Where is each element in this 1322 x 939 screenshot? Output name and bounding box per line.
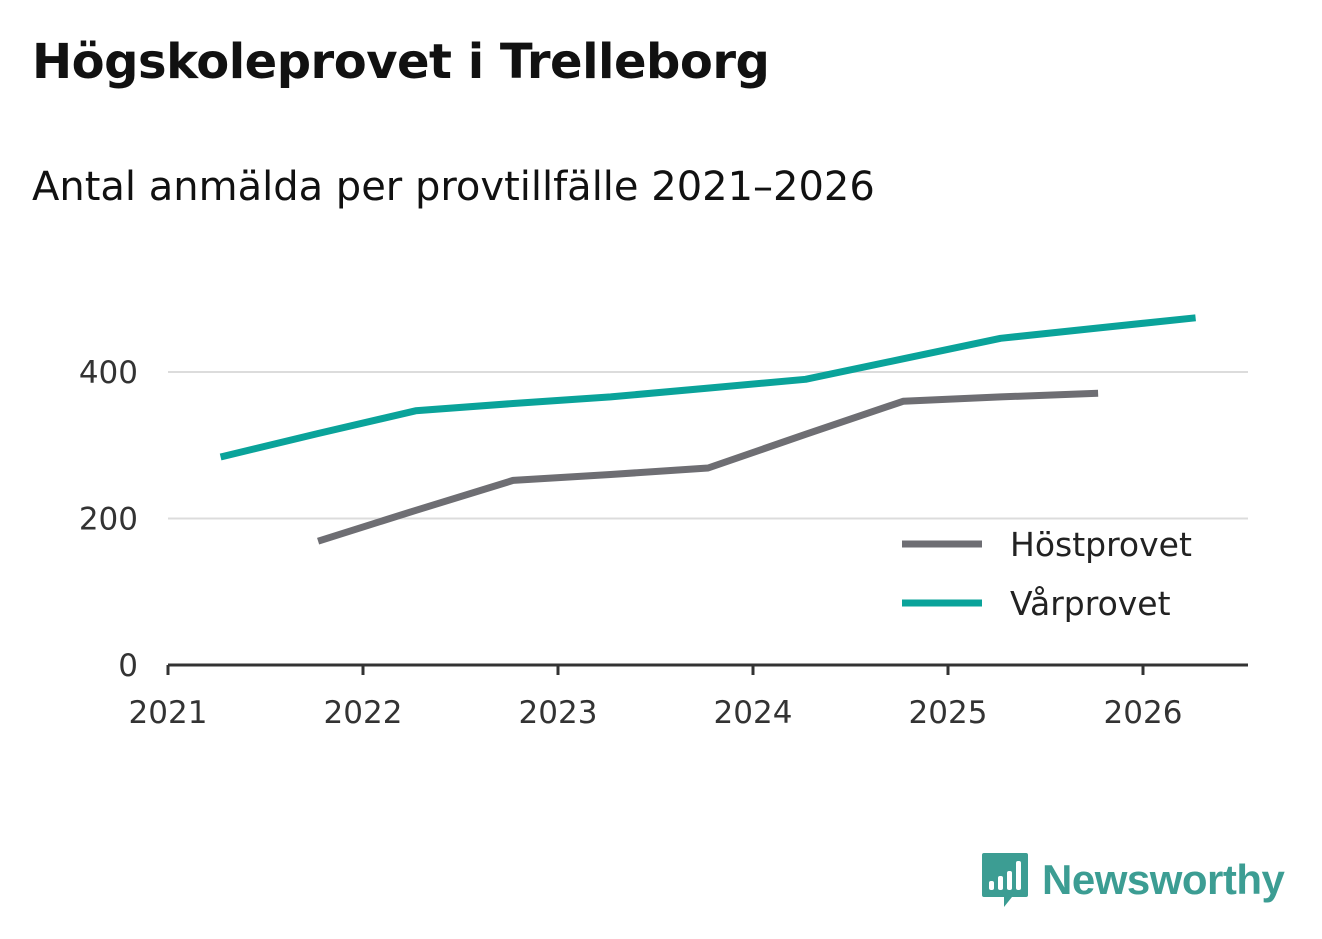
y-tick-label-200: 200 [79, 502, 138, 538]
x-tick-label-2026: 2026 [1104, 695, 1183, 731]
legend: Höstprovet Vårprovet [888, 520, 1220, 636]
legend-label-hostprovet: Höstprovet [1010, 525, 1192, 564]
series-line-h-stprovet [317, 389, 1099, 545]
legend-label-varprovet: Vårprovet [1010, 584, 1171, 623]
x-tick-label-2024: 2024 [714, 695, 793, 731]
series-line-v-rprovet [219, 314, 1196, 461]
y-tick-label-400: 400 [79, 355, 138, 391]
legend-background [888, 520, 1220, 636]
x-axis: 2021 2022 2023 2024 2025 2026 [129, 663, 1248, 731]
y-axis-labels: 0 200 400 [79, 355, 138, 684]
x-tick-label-2021: 2021 [129, 695, 208, 731]
x-tick-label-2023: 2023 [519, 695, 598, 731]
x-tick-label-2025: 2025 [909, 695, 988, 731]
y-tick-label-0: 0 [118, 648, 138, 684]
newsworthy-logo: Newsworthy [980, 848, 1285, 912]
x-tick-label-2022: 2022 [324, 695, 403, 731]
brand-name: Newsworthy [1042, 856, 1285, 903]
series [219, 314, 1196, 545]
chart-subtitle: Antal anmälda per provtillfälle 2021–202… [32, 164, 875, 210]
chart-title: Högskoleprovet i Trelleborg [32, 34, 770, 90]
grid-lines [168, 371, 1248, 520]
newsworthy-bar-chart-icon [982, 853, 1028, 907]
